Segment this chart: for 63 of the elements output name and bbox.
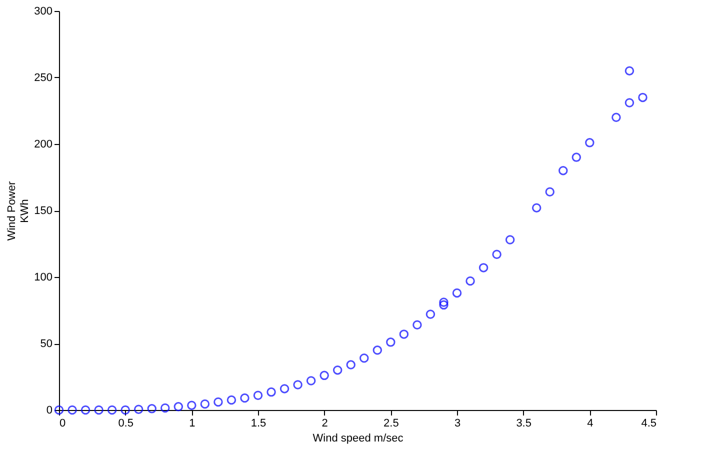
- x-tick-label: 3: [454, 418, 461, 430]
- point: [572, 152, 582, 162]
- x-tick-label: 0.5: [118, 418, 134, 430]
- point: [280, 384, 290, 394]
- point: [94, 405, 104, 415]
- point: [478, 263, 488, 272]
- point: [107, 405, 117, 415]
- point: [68, 405, 77, 415]
- point: [147, 404, 156, 414]
- point: [320, 370, 329, 380]
- y-tick-label: 100: [34, 272, 52, 284]
- point: [160, 403, 170, 413]
- x-tick-label: 1.5: [250, 418, 266, 430]
- x-tick-label: 0: [60, 418, 66, 430]
- point: [214, 397, 223, 407]
- point: [624, 66, 634, 76]
- x-tick-label: 2: [322, 418, 328, 430]
- point: [120, 405, 130, 415]
- point: [426, 310, 436, 319]
- point: [638, 92, 648, 102]
- point: [386, 338, 396, 347]
- point: [200, 399, 210, 409]
- point: [399, 330, 409, 339]
- y-axis-title: Wind Power KWh: [6, 181, 32, 241]
- y-tick-label: 50: [40, 338, 52, 350]
- x-tick-label: 2.5: [384, 418, 399, 430]
- y-tick-label: 300: [34, 6, 52, 18]
- point: [372, 346, 382, 355]
- point: [240, 393, 250, 403]
- y-tick-label: 200: [34, 138, 52, 150]
- point: [360, 354, 369, 363]
- point: [492, 250, 502, 260]
- point: [558, 166, 568, 176]
- point: [452, 288, 462, 298]
- point: [505, 235, 515, 244]
- x-axis-title: Wind speed m/sec: [312, 432, 404, 444]
- point: [346, 360, 356, 370]
- point: [412, 320, 422, 330]
- x-tick-label: 3.5: [516, 418, 532, 430]
- point: [612, 112, 621, 122]
- point: [532, 203, 542, 212]
- x-tick-label: 4.5: [641, 418, 656, 430]
- x-tick-label: 1: [189, 418, 196, 430]
- y-tick-label: 0: [46, 404, 52, 416]
- point: [545, 187, 554, 196]
- point: [134, 404, 144, 414]
- point: [174, 402, 184, 412]
- point: [306, 376, 316, 386]
- point: [332, 365, 342, 375]
- point: [80, 405, 90, 415]
- point: [466, 276, 475, 286]
- point: [253, 390, 263, 400]
- y-tick-label: 250: [34, 72, 52, 84]
- point: [585, 138, 594, 148]
- point: [624, 98, 634, 108]
- point: [439, 298, 448, 307]
- x-tick-label: 4: [587, 418, 594, 430]
- point: [266, 387, 276, 397]
- point: [187, 400, 196, 410]
- point: [293, 380, 302, 390]
- y-tick-label: 150: [34, 205, 52, 217]
- point: [226, 395, 236, 405]
- point: [439, 300, 448, 310]
